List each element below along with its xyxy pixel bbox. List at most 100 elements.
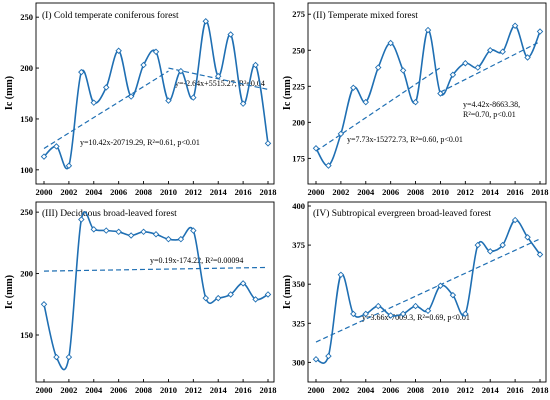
panel-2-point-2007 (399, 67, 407, 74)
panel-2-trend-line-2 (440, 41, 541, 93)
panel-3-point-2013 (202, 294, 210, 302)
panel-3-xtick-label: 2012 (185, 385, 202, 395)
panel-3-point-2016 (239, 280, 247, 287)
panel-3-point-2018 (264, 291, 272, 298)
panel-2-annotation-1: y=4.42x-8663.38, (463, 100, 520, 109)
panel-2-xtick-label: 2002 (332, 187, 349, 197)
panel-2-point-2004 (362, 98, 370, 106)
panel-4-xtick-label: 2004 (357, 385, 375, 395)
panel-1-xtick-label: 2014 (210, 187, 228, 197)
panel-1: (I) Cold temperate coniferous forest Ic … (4, 2, 277, 197)
panel-2-point-2000 (312, 145, 320, 152)
panel-3-point-2004 (90, 226, 98, 233)
panel-1-point-2018 (264, 140, 272, 147)
panel-4-point-2009 (424, 307, 432, 315)
panel-2-series-line (315, 24, 541, 167)
panel-3-ytick-label: 150 (20, 330, 33, 340)
panel-4-point-2003 (350, 310, 357, 318)
panel-3-xtick-label: 2008 (135, 385, 152, 395)
panel-1-point-2006 (115, 47, 122, 54)
panel-1-annotation-1: y=-2.64x+5515.27, R²=0.04 (175, 79, 265, 88)
panel-4-ytick-label: 400 (292, 201, 305, 211)
panel-4-xtick-label: 2014 (482, 385, 500, 395)
panel-1-point-2003 (78, 68, 85, 76)
panel-4-xtick-label: 2002 (332, 385, 349, 395)
panel-4-ytick-label: 300 (292, 357, 305, 367)
panel-1-point-2017 (252, 61, 259, 69)
panel-1-frame (35, 2, 275, 185)
panel-3-point-2015 (227, 291, 234, 298)
panel-1-annotation-2: y=10.42x-20719.29, R²=0.61, p<0.01 (80, 138, 200, 147)
panel-4-point-2012 (462, 310, 469, 318)
panel-2-annotation-2: R²=0.70, p<0.01 (463, 110, 516, 119)
panel-3-xtick-label: 2006 (110, 385, 127, 395)
panel-1-point-2002 (65, 162, 73, 169)
panel-3-point-2014 (214, 294, 222, 302)
panel-4-series-line (315, 219, 541, 364)
panel-3-trend-line-1 (43, 266, 269, 272)
panel-3-point-2012 (190, 227, 197, 234)
panel-4-point-2000 (312, 355, 320, 363)
panel-2-point-2014 (486, 47, 494, 54)
panel-2-ytick-label: 250 (292, 45, 305, 55)
panel-1-point-2010 (165, 97, 172, 104)
panel-4-trend-line-1 (315, 238, 541, 343)
panel-3-point-2002 (65, 353, 73, 361)
panel-2-ytick-label: 200 (292, 117, 305, 127)
panel-3-point-2011 (177, 235, 185, 243)
panel-3-ticks: 2000 2002 2004 2006 2008 2010 2012 2014 2016 2018… (20, 207, 276, 395)
panel-3-xtick-label: 2004 (85, 385, 103, 395)
panel-2-xtick-label: 2016 (507, 187, 524, 197)
panel-4-point-2002 (337, 271, 345, 279)
panel-1-point-2016 (239, 100, 247, 107)
panel-4-ylabel: Ic (mm) (282, 275, 293, 309)
panel-1-xtick-label: 2006 (110, 187, 127, 197)
panel-2-point-2006 (387, 39, 394, 47)
panel-3-xtick-label: 2018 (260, 385, 277, 395)
panel-2-ylabel: Ic (mm) (282, 76, 293, 110)
panel-1-point-2000 (40, 153, 48, 160)
panel-4-point-2010 (437, 282, 444, 289)
panel-3-point-2003 (78, 216, 85, 223)
panel-4-ytick-label: 350 (292, 279, 305, 289)
panel-4-point-2008 (412, 302, 419, 310)
panel-1-marks (40, 18, 272, 170)
panel-2-point-2017 (524, 54, 531, 61)
panel-2-point-2011 (449, 71, 457, 78)
panel-3-title: (III) Deciduous broad-leaved forest (42, 208, 177, 219)
panel-1-point-2015 (227, 31, 234, 38)
panel-1-ytick-label: 250 (20, 12, 33, 22)
panel-3-frame (35, 201, 275, 383)
panel-1-xtick-label: 2018 (260, 187, 277, 197)
panel-1-ylabel: Ic (mm) (4, 76, 15, 110)
panel-4: (IV) Subtropical evergreen broad-leaved … (282, 201, 549, 395)
panel-4-xtick-label: 2000 (308, 385, 325, 395)
panel-3-point-2000 (40, 301, 48, 308)
panel-3-ytick-label: 250 (20, 207, 33, 217)
panel-2-point-2013 (474, 64, 482, 71)
panel-3-ytick-label: 200 (20, 269, 33, 279)
panel-1-ticks: 2000 2002 2004 2006 2008 2010 2012 2014 2016 2018… (20, 12, 276, 197)
panel-4-point-2015 (499, 241, 506, 249)
panel-1-point-2013 (202, 18, 210, 25)
panel-2-xtick-label: 2004 (357, 187, 375, 197)
panel-4-marks (312, 216, 544, 364)
panel-3-xtick-label: 2016 (235, 385, 252, 395)
panel-3-point-2007 (127, 232, 135, 239)
panel-1-ytick-label: 100 (20, 165, 33, 175)
panel-3-point-2001 (53, 353, 60, 361)
panel-2-point-2018 (536, 28, 544, 35)
panel-4-point-2017 (524, 234, 531, 241)
panel-4-point-2013 (474, 241, 482, 249)
panel-2: (II) Temperate mixed forest Ic (mm) y=4.… (282, 2, 549, 197)
panel-1-ytick-label: 200 (20, 63, 33, 73)
panel-3-point-2009 (152, 231, 160, 238)
panel-3-point-2017 (252, 296, 259, 303)
panel-4-ytick-label: 325 (292, 318, 305, 328)
panel-4-point-2006 (387, 312, 394, 319)
panel-1-point-2004 (90, 99, 98, 106)
panel-3-xtick-label: 2010 (160, 385, 177, 395)
panel-4-point-2014 (486, 248, 494, 255)
panel-2-point-2002 (337, 130, 345, 138)
panel-3-point-2010 (165, 235, 172, 243)
